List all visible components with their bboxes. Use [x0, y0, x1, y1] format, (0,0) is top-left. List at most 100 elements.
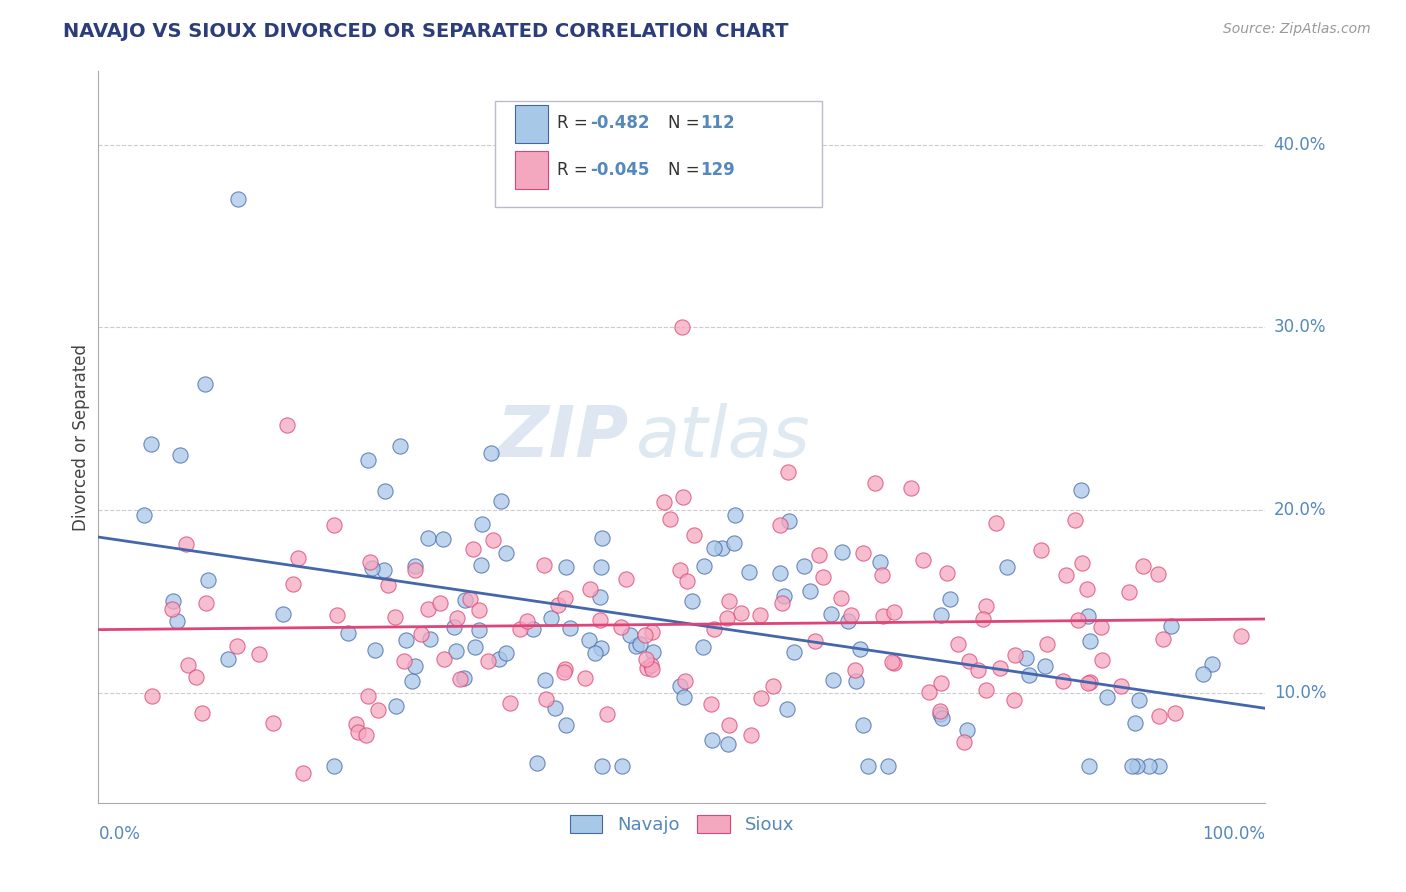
Point: [619, 628, 641, 642]
Point: [699, 697, 721, 711]
Point: [911, 552, 934, 566]
Point: [367, 703, 389, 717]
Point: [640, 657, 662, 672]
Point: [489, 494, 512, 508]
Point: [1121, 759, 1143, 773]
Point: [776, 702, 799, 716]
Point: [337, 626, 360, 640]
Point: [717, 737, 740, 751]
Point: [357, 453, 380, 467]
Point: [880, 655, 903, 669]
Point: [1077, 608, 1099, 623]
Point: [852, 718, 875, 732]
Text: N =: N =: [668, 114, 704, 132]
Point: [578, 633, 600, 648]
Point: [463, 542, 485, 557]
Point: [176, 658, 198, 673]
Point: [1078, 634, 1101, 648]
Point: [323, 759, 346, 773]
Point: [291, 766, 314, 780]
Point: [132, 508, 155, 523]
Point: [344, 716, 367, 731]
Point: [404, 563, 426, 577]
Point: [374, 483, 396, 498]
Point: [498, 696, 520, 710]
Text: 30.0%: 30.0%: [1274, 318, 1326, 336]
Point: [820, 607, 842, 621]
Point: [953, 735, 976, 749]
Point: [228, 193, 250, 207]
FancyBboxPatch shape: [515, 152, 548, 189]
Point: [717, 718, 740, 732]
Legend: Navajo, Sioux: Navajo, Sioux: [562, 807, 801, 841]
Point: [876, 759, 898, 773]
Point: [361, 561, 384, 575]
Point: [554, 591, 576, 606]
Point: [1095, 690, 1118, 705]
Point: [1063, 513, 1085, 527]
Point: [1002, 693, 1025, 707]
Point: [1192, 666, 1215, 681]
Text: Source: ZipAtlas.com: Source: ZipAtlas.com: [1223, 22, 1371, 37]
Point: [813, 570, 835, 584]
Point: [359, 555, 381, 569]
Point: [1077, 676, 1099, 690]
Point: [1230, 629, 1253, 643]
Point: [957, 654, 980, 668]
Point: [883, 605, 905, 619]
Point: [1201, 657, 1223, 672]
Point: [160, 602, 183, 616]
FancyBboxPatch shape: [495, 101, 823, 207]
Point: [555, 559, 578, 574]
Point: [373, 563, 395, 577]
Point: [988, 661, 1011, 675]
Text: 100.0%: 100.0%: [1202, 825, 1265, 843]
Point: [673, 690, 696, 704]
Point: [197, 573, 219, 587]
Point: [872, 608, 894, 623]
Point: [482, 533, 505, 548]
Point: [624, 639, 647, 653]
Point: [1004, 648, 1026, 663]
Point: [384, 698, 406, 713]
Point: [669, 679, 692, 693]
Point: [641, 624, 664, 639]
Point: [844, 663, 866, 677]
Point: [703, 623, 725, 637]
Point: [591, 532, 613, 546]
Point: [671, 320, 693, 334]
Point: [446, 611, 468, 625]
Point: [191, 706, 214, 721]
Point: [394, 633, 416, 648]
Point: [749, 690, 772, 705]
Point: [837, 615, 859, 629]
Point: [471, 516, 494, 531]
Point: [841, 607, 863, 622]
Text: 112: 112: [700, 114, 735, 132]
Point: [589, 559, 612, 574]
Point: [468, 602, 491, 616]
FancyBboxPatch shape: [515, 105, 548, 143]
Point: [217, 652, 239, 666]
Point: [675, 674, 697, 689]
Point: [640, 662, 662, 676]
Point: [449, 672, 471, 686]
Point: [776, 465, 799, 479]
Point: [1035, 637, 1057, 651]
Point: [928, 706, 950, 721]
Point: [1067, 613, 1090, 627]
Text: atlas: atlas: [636, 402, 810, 472]
Point: [432, 532, 454, 546]
Point: [454, 593, 477, 607]
Point: [429, 596, 451, 610]
Point: [730, 606, 752, 620]
Point: [928, 704, 950, 718]
Point: [748, 608, 770, 623]
Point: [516, 614, 538, 628]
Point: [935, 566, 957, 580]
Point: [433, 652, 456, 666]
Point: [194, 596, 217, 610]
Point: [614, 573, 637, 587]
Point: [579, 582, 602, 596]
Point: [793, 558, 815, 573]
